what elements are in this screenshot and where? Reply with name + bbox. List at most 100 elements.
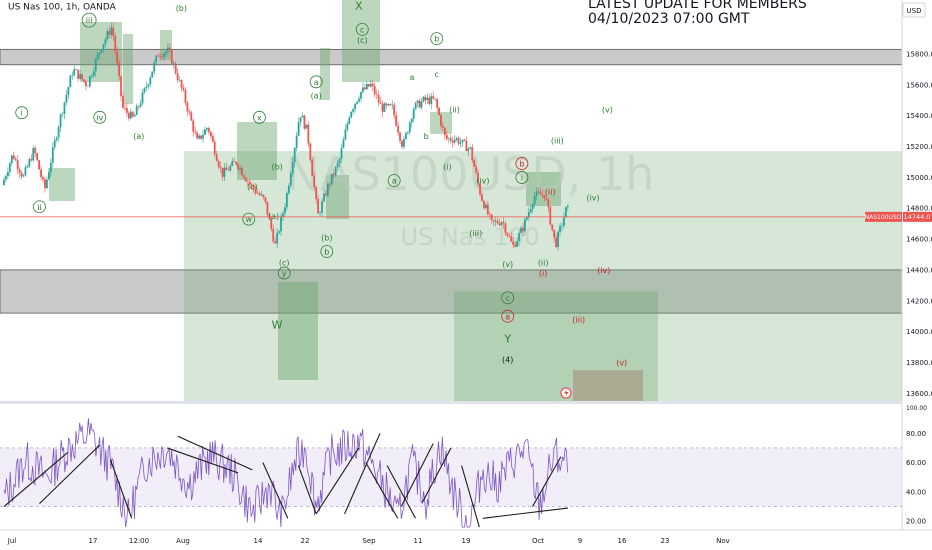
candle-body <box>237 164 240 170</box>
candle-body <box>418 100 421 108</box>
wave-label: b <box>515 157 529 170</box>
candle-body <box>63 102 66 114</box>
candle-body <box>453 139 456 143</box>
wave-label: (iii) <box>469 229 482 238</box>
candle-body <box>547 199 550 208</box>
candle-body <box>268 214 271 219</box>
zone-gray-target <box>573 370 643 401</box>
candle-body <box>209 131 212 136</box>
rsi-tick-label: 100.00 <box>906 405 927 412</box>
candle-body <box>65 94 68 103</box>
candle-body <box>543 195 546 199</box>
candle-body <box>153 62 156 72</box>
wave-label-text: a <box>392 177 397 186</box>
price-tick-label: 14600.0 <box>906 236 932 244</box>
wave-label-text: i <box>521 173 523 182</box>
time-axis[interactable]: Jul 17 12:00 Aug 14 22 Sep 11 19 Oct 9 16 23 Nov <box>7 537 730 545</box>
candle-body <box>24 167 27 176</box>
candle-body <box>250 184 253 186</box>
price-axis[interactable]: 13600.0 13800.0 14000.0 14200.0 14400.0 14600… <box>865 0 932 530</box>
wave-label-circle <box>242 212 256 226</box>
wave-label-text: c <box>505 294 509 303</box>
candle-body <box>311 160 314 176</box>
price-tick-label: 13800.0 <box>906 359 932 367</box>
wave-label: i <box>515 171 529 184</box>
candle-body <box>369 83 372 87</box>
candle-body <box>10 155 13 164</box>
rsi-pane[interactable]: 20.00 40.00 60.00 80.00 100.00 <box>0 405 927 528</box>
candle-body <box>510 236 513 242</box>
candle-body <box>449 138 452 141</box>
candle-body <box>264 197 267 202</box>
candle-body <box>459 142 462 144</box>
candle-body <box>278 231 280 233</box>
candle-body <box>426 97 429 101</box>
wave-label-circle <box>33 200 46 214</box>
candle-body <box>430 96 433 104</box>
wave-label-circle <box>387 174 401 187</box>
candle-body <box>198 135 200 139</box>
currency-badge[interactable] <box>902 2 926 18</box>
candle-body <box>364 87 366 90</box>
candle-body <box>518 232 520 241</box>
time-tick-label: 23 <box>661 537 670 545</box>
candle-body <box>3 179 5 186</box>
wave-label-text: Y <box>503 332 511 345</box>
wave-label: W <box>272 319 283 332</box>
candle-body <box>40 169 42 178</box>
candle-body <box>467 148 470 152</box>
candle-body <box>338 158 341 164</box>
candle-body <box>442 126 444 128</box>
lightning-icon[interactable] <box>560 387 572 399</box>
wave-label-text: (iii) <box>469 229 482 238</box>
candle-body <box>274 241 277 244</box>
wave-label: (a) <box>311 92 322 101</box>
candle-body <box>161 56 163 58</box>
candle-body <box>350 111 353 118</box>
price-tick-label: 14400.0 <box>906 266 932 274</box>
wave-label-text: b <box>424 132 429 141</box>
wave-label: y <box>277 266 291 280</box>
wave-label-circle <box>320 245 334 258</box>
wave-label-text: b <box>519 160 524 169</box>
wave-label: (a) <box>133 132 144 141</box>
candle-body <box>270 218 273 229</box>
wave-label: (c) <box>279 258 290 267</box>
candle-body <box>479 183 481 195</box>
candle-body <box>88 76 91 87</box>
candle-body <box>471 147 474 161</box>
candle-body <box>438 107 440 116</box>
time-tick-label: 22 <box>301 537 310 545</box>
wave-box <box>160 30 172 60</box>
candle-body <box>163 53 165 58</box>
candle-body <box>297 122 300 136</box>
price-axis-bg <box>902 0 932 404</box>
candle-body <box>502 222 505 224</box>
candle-body <box>444 127 446 136</box>
wave-label: (v) <box>616 359 627 368</box>
candle-body <box>127 112 130 119</box>
candle-body <box>535 191 538 197</box>
candle-body <box>326 183 329 196</box>
wave-label-text: (iv) <box>476 177 489 186</box>
rsi-trendline <box>39 444 101 505</box>
candle-body <box>358 98 360 102</box>
candle-body <box>309 143 312 161</box>
wave-label: (iv) <box>586 194 599 203</box>
time-tick-label: Aug <box>176 537 190 545</box>
candle-body <box>112 27 115 37</box>
candle-body <box>512 241 515 245</box>
wave-label-circle <box>309 75 323 89</box>
price-pane[interactable]: NAS100USD, 1h US Nas 100 iiiiiiiv(a)(b)x… <box>0 0 903 401</box>
candle-body <box>555 237 558 248</box>
chart-title-line1: LATEST UPDATE FOR MEMBERS <box>588 0 807 12</box>
candle-body <box>395 115 398 126</box>
wave-label-text: (c) <box>357 36 368 45</box>
symbol-description[interactable]: US Nas 100, 1h, OANDA <box>8 3 117 13</box>
wave-label: (iii) <box>572 315 585 324</box>
candle-body <box>541 194 544 196</box>
candle-body <box>293 147 296 163</box>
candle-body <box>38 160 41 170</box>
candle-body <box>256 193 259 194</box>
pane-separator[interactable] <box>0 401 902 404</box>
